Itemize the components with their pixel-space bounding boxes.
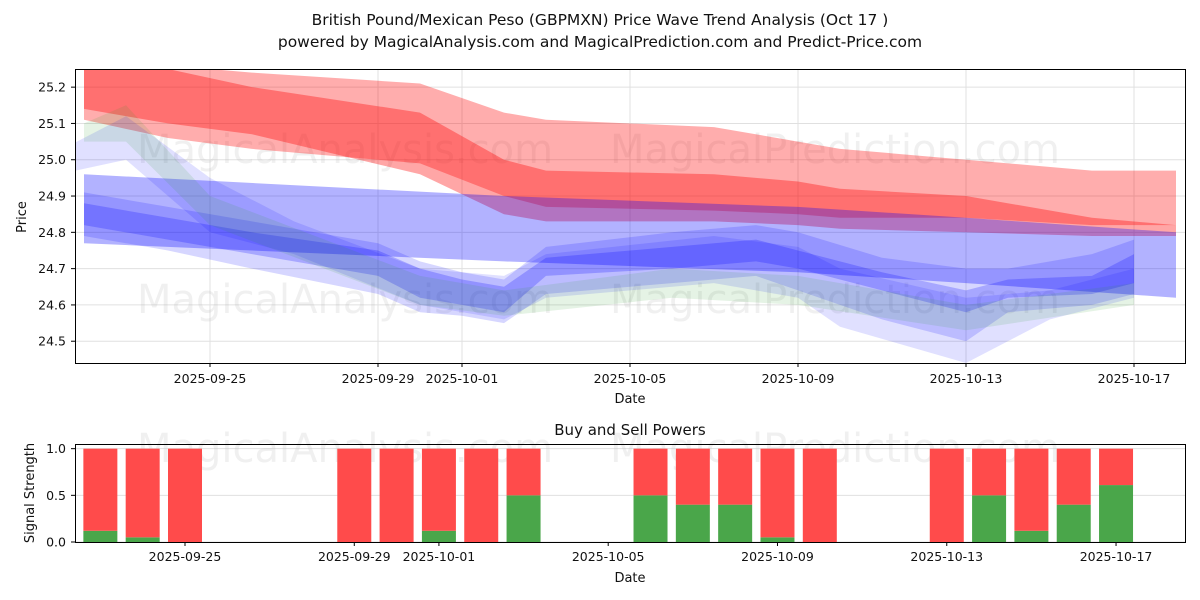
sell-bar [676,449,710,505]
x-tick-label: 2025-10-01 [426,371,499,386]
sell-bar [634,449,668,496]
signal-bar [168,449,202,542]
sell-bar [930,449,964,542]
y-tick-label: 25.0 [38,152,66,167]
buy-bar [676,505,710,542]
buy-bar [972,495,1006,542]
sell-bar [803,449,837,542]
x-tick-label: 2025-10-09 [762,371,835,386]
signal-bar [380,449,414,542]
signal-bar [803,449,837,542]
sell-bar [422,449,456,531]
x-tick-label: 2025-10-17 [1098,371,1171,386]
signal-bar [464,449,498,542]
buy-bar [634,495,668,542]
signal-x-axis: 2025-09-25 2025-09-29 2025-10-01 2025-10-05… [149,542,1153,564]
signal-bar [1014,449,1048,542]
sell-bar [1014,449,1048,531]
x-tick-label: 2025-09-25 [174,371,247,386]
buy-bar [718,505,752,542]
x-tick-label: 2025-09-25 [149,549,222,564]
signal-bar [1057,449,1091,542]
y-tick-label: 0.5 [46,488,66,503]
sell-bar [464,449,498,542]
signal-bar [337,449,371,542]
buy-bar [126,537,160,542]
x-tick-label: 2025-10-13 [910,549,983,564]
chart-canvas: MagicalAnalysis.com MagicalPrediction.co… [0,0,1200,600]
sell-bar [718,449,752,505]
x-tick-label: 2025-09-29 [342,371,415,386]
price-y-axis: 24.5 24.6 24.7 24.8 24.9 25.0 25.1 25.2 [38,80,75,349]
signal-bar [634,449,668,542]
y-tick-label: 24.6 [38,297,66,312]
sell-bar [337,449,371,542]
sell-bar [83,449,117,531]
signal-y-axis-label: Signal Strength [23,443,38,543]
y-tick-label: 0.0 [46,535,66,550]
y-tick-label: 24.8 [38,225,66,240]
x-tick-label: 2025-10-05 [594,371,667,386]
x-tick-label: 2025-10-09 [741,549,814,564]
y-tick-label: 24.7 [38,261,66,276]
signal-bar [930,449,964,542]
sell-bar [380,449,414,542]
x-tick-label: 2025-10-17 [1080,549,1153,564]
sell-bar [972,449,1006,496]
buy-bar [422,531,456,542]
y-tick-label: 25.1 [38,116,66,131]
price-x-axis: 2025-09-25 2025-09-29 2025-10-01 2025-10-05… [174,363,1171,386]
buy-bar [1057,505,1091,542]
y-tick-label: 24.5 [38,334,66,349]
signal-bar [718,449,752,542]
price-y-axis-label: Price [15,201,30,233]
signal-bar [972,449,1006,542]
x-tick-label: 2025-10-05 [572,549,645,564]
sell-bar [1057,449,1091,505]
signal-bar [760,449,794,542]
signal-bar [83,449,117,542]
signal-bar [676,449,710,542]
signal-bar [126,449,160,542]
y-tick-label: 24.9 [38,189,66,204]
sell-bar [168,449,202,542]
y-tick-label: 25.2 [38,80,66,95]
signal-bar [507,449,541,542]
buy-bar [1099,485,1133,542]
x-tick-label: 2025-09-29 [318,549,391,564]
y-tick-label: 1.0 [46,441,66,456]
price-x-axis-label: Date [614,392,645,407]
sell-bar [507,449,541,496]
buy-bar [1014,531,1048,542]
buy-bar [760,537,794,542]
signal-bar [422,449,456,542]
buy-bar [507,495,541,542]
x-tick-label: 2025-10-13 [930,371,1003,386]
signal-bar [1099,449,1133,542]
sell-bar [126,449,160,538]
sell-bar [760,449,794,538]
signal-x-axis-label: Date [614,571,645,586]
buy-bar [83,531,117,542]
signal-y-axis: 0.0 0.5 1.0 [46,441,75,549]
sell-bar [1099,449,1133,485]
x-tick-label: 2025-10-01 [403,549,476,564]
